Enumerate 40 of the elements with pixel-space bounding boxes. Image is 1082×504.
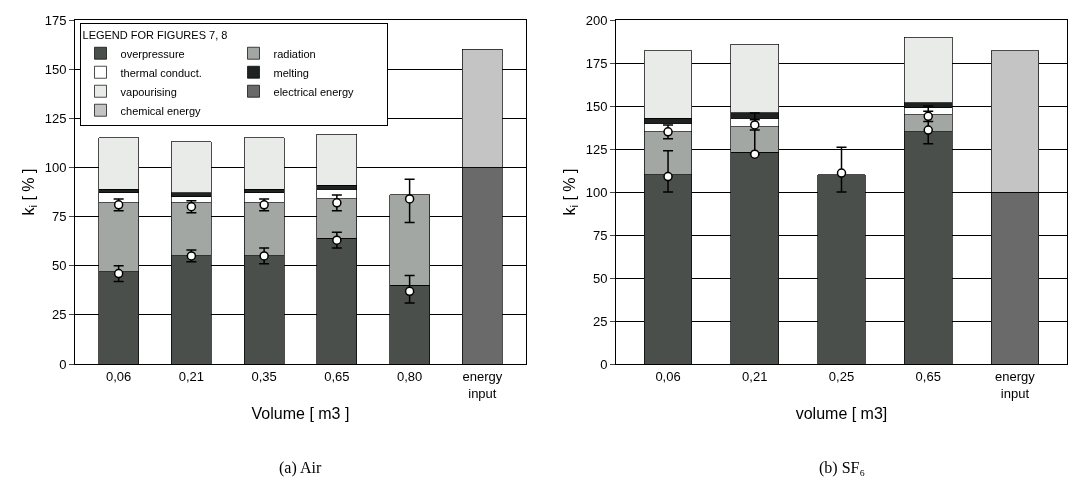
x-tick-label: 0,65 <box>915 368 941 384</box>
y-tick-label: 50 <box>592 270 608 286</box>
y-tick-label: 100 <box>44 159 67 175</box>
y-tick-label: 150 <box>44 61 67 77</box>
y-tick-label: 25 <box>51 307 67 323</box>
legend-label: thermal conduct. <box>120 66 202 79</box>
legend-label: melting <box>273 66 309 79</box>
x-tick-label: energy input <box>462 368 503 401</box>
y-tick-label: 0 <box>59 356 67 372</box>
legend-label: chemical energy <box>120 104 202 117</box>
legend-label: radiation <box>273 47 316 60</box>
y-tick-label: 75 <box>592 227 608 243</box>
y-tick-label: 0 <box>600 356 608 372</box>
x-tick-label: 0,06 <box>105 368 132 384</box>
y-tick-label: 75 <box>51 209 67 225</box>
y-tick-label: 50 <box>51 258 67 274</box>
y-tick-label: 200 <box>585 12 608 28</box>
y-tick-label: 125 <box>585 141 608 157</box>
x-tick-label: energy input <box>995 368 1036 401</box>
legend-title: LEGEND FOR FIGURES 7, 8 <box>82 28 228 41</box>
x-axis-title: Volume [ m3 ] <box>251 405 350 423</box>
x-tick-label: 0,21 <box>742 368 768 384</box>
legend-label: overpressure <box>120 47 185 60</box>
y-tick-label: 150 <box>585 98 608 114</box>
text: (a) Air <box>279 459 322 477</box>
x-tick-label: 0,35 <box>251 368 277 384</box>
legend-label: vapourising <box>120 85 177 98</box>
y-tick-label: 175 <box>44 12 67 28</box>
x-tick-label: 0,65 <box>324 368 350 384</box>
x-tick-label: 0,06 <box>655 368 681 384</box>
x-tick-label: 0,21 <box>178 368 205 384</box>
y-tick-label: 25 <box>592 313 608 329</box>
y-tick-label: 100 <box>585 184 608 200</box>
x-tick-label: 0,25 <box>828 368 855 384</box>
x-axis-title: volume [ m3] <box>795 405 888 423</box>
y-tick-label: 125 <box>44 110 67 126</box>
legend-label: electrical energy <box>273 85 355 98</box>
text: (b) SF₆ <box>819 459 866 477</box>
x-tick-label: 0,80 <box>396 368 423 384</box>
y-tick-label: 175 <box>585 55 608 71</box>
